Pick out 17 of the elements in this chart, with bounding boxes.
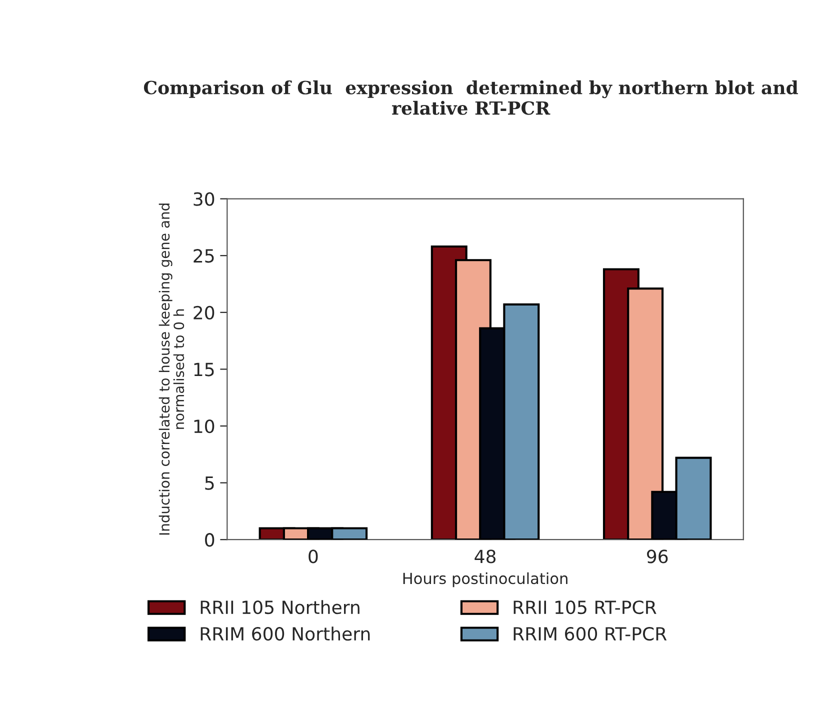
y-tick-label: 10 <box>194 419 214 434</box>
y-tick-label: 30 <box>194 192 214 206</box>
y-tick-label: 5 <box>205 476 214 490</box>
x-axis-title: Hours postinoculation <box>403 572 568 588</box>
y-tick-label: 15 <box>194 362 214 376</box>
x-tick-label: 96 <box>647 550 668 564</box>
legend-label: RRIM 600 RT-PCR <box>514 626 667 641</box>
x-tick-label: 0 <box>308 550 318 564</box>
y-tick-label: 0 <box>205 533 214 547</box>
legend-label: RRII 105 RT-PCR <box>514 600 656 614</box>
y-axis-title: Induction correlated to house keeping gene and normalised to 0 h <box>158 204 184 535</box>
chart-title: Comparison of Glu expression determined by northern blot and relative RT-PCR <box>144 80 798 115</box>
y-tick-label: 25 <box>194 249 214 263</box>
y-tick-label: 20 <box>194 306 214 320</box>
x-tick-label: 48 <box>474 550 496 564</box>
legend-label: RRIM 600 Northern <box>200 626 370 641</box>
legend-label: RRII 105 Northern <box>200 600 360 614</box>
